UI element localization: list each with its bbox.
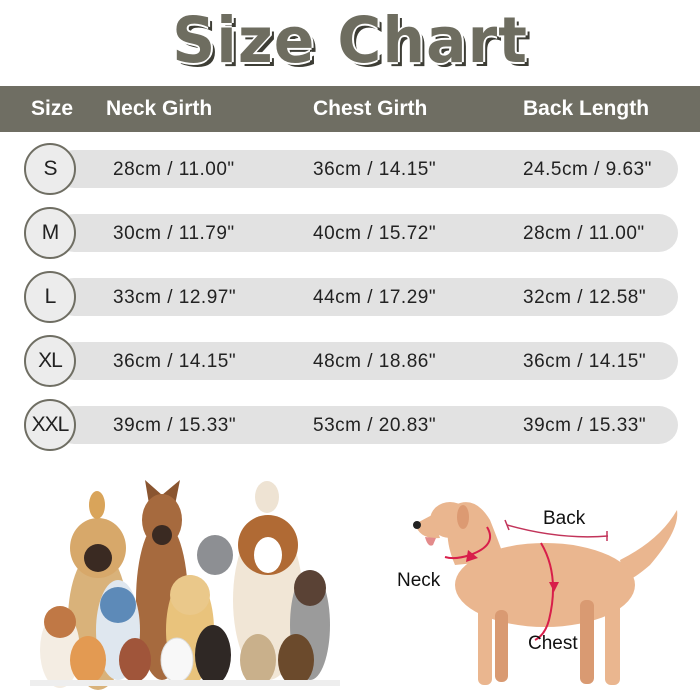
dog-group-illustration [30,480,340,690]
row-background [55,278,678,316]
header-neck-girth: Neck Girth [106,97,213,120]
row-background [55,342,678,380]
neck-girth-cell: 39cm / 15.33" [113,415,237,436]
neck-girth-cell: 28cm / 11.00" [113,159,235,180]
back-length-cell: 28cm / 11.00" [523,223,645,244]
table-row: S 28cm / 11.00" 36cm / 14.15" 24.5cm / 9.63… [0,143,700,195]
row-background [55,150,678,188]
chest-girth-cell: 44cm / 17.29" [313,287,437,308]
table-row: M 30cm / 11.79" 40cm / 15.72" 28cm / 11.00" [0,207,700,259]
back-length-cell: 39cm / 15.33" [523,415,647,436]
chest-label: Chest [528,633,578,654]
table-row: XXL 39cm / 15.33" 53cm / 20.83" 39cm / 15.3… [0,399,700,451]
back-length-cell: 32cm / 12.58" [523,287,647,308]
header-size: Size [31,97,74,120]
size-badge: XXL [24,399,76,451]
chest-girth-cell: 53cm / 20.83" [313,415,437,436]
row-background [55,214,678,252]
back-length-cell: 24.5cm / 9.63" [523,159,652,180]
header-chest-girth: Chest Girth [313,97,428,120]
header-back-length: Back Length [523,97,650,120]
size-badge: L [24,271,76,323]
neck-girth-cell: 36cm / 14.15" [113,351,237,372]
table-row: L 33cm / 12.97" 44cm / 17.29" 32cm / 12.58" [0,271,700,323]
page-title: Size Chart [172,4,528,78]
row-background [55,406,678,444]
table-header: Size Neck Girth Chest Girth Back Length [0,86,700,132]
dog-measurement-diagram [413,502,678,685]
chest-girth-cell: 36cm / 14.15" [313,159,437,180]
chest-girth-cell: 48cm / 18.86" [313,351,437,372]
size-badge: M [24,207,76,259]
back-label: Back [543,508,586,529]
neck-girth-cell: 33cm / 12.97" [113,287,237,308]
neck-label: Neck [397,570,441,591]
back-length-cell: 36cm / 14.15" [523,351,647,372]
chest-girth-cell: 40cm / 15.72" [313,223,437,244]
size-badge: XL [24,335,76,387]
size-badge: S [24,143,76,195]
table-row: XL 36cm / 14.15" 48cm / 18.86" 36cm / 14.15… [0,335,700,387]
neck-girth-cell: 30cm / 11.79" [113,223,235,244]
